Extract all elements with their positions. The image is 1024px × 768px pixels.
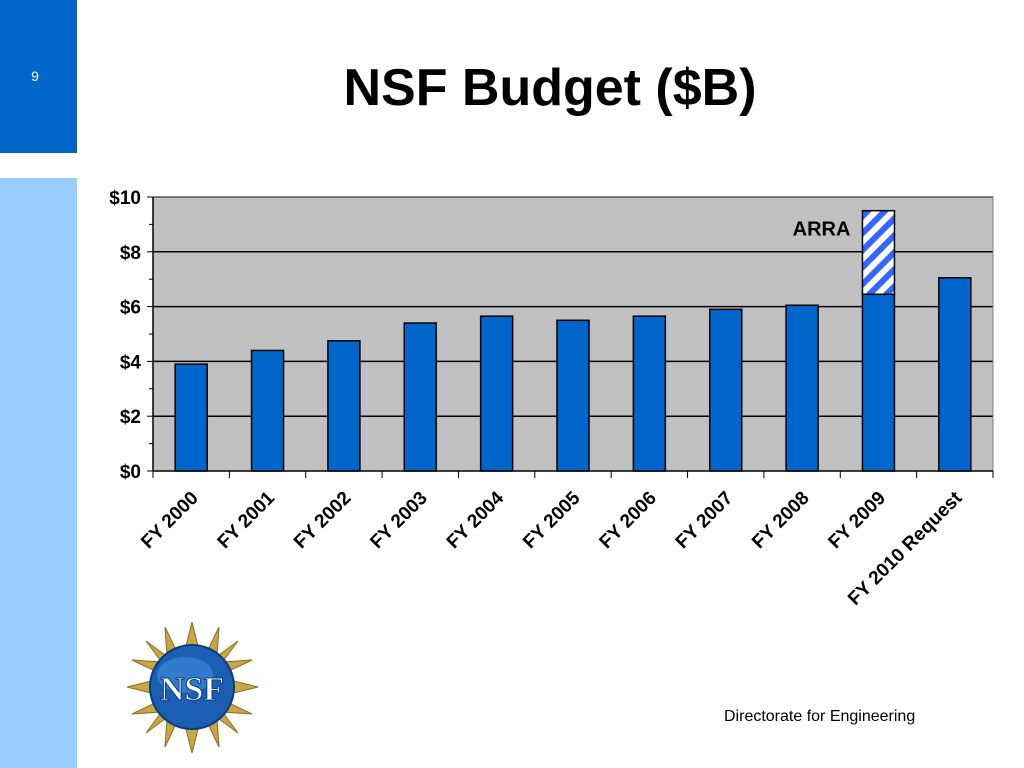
bar-arra-segment: [861, 209, 896, 296]
bar-fy-2007: [708, 308, 743, 472]
y-tick-label: $10: [109, 188, 141, 209]
x-tick-label: FY 2009: [825, 488, 890, 553]
bar-fy-2010-request: [938, 277, 972, 472]
slide-number-box: 9: [0, 0, 77, 153]
y-tick-label: $4: [120, 352, 142, 373]
x-tick-label: FY 2008: [748, 488, 813, 553]
slide-title: NSF Budget ($B): [343, 59, 757, 117]
side-accent-bar: [0, 178, 77, 768]
x-tick-label: FY 2002: [290, 488, 355, 553]
bar-fy-2009: [861, 293, 896, 472]
x-tick-label: FY 2007: [672, 488, 737, 553]
bar-fy-2005: [556, 319, 590, 472]
y-tick-label: $0: [120, 462, 141, 483]
x-tick-label: FY 2001: [214, 487, 280, 553]
bar-fy-2000: [174, 363, 208, 472]
x-tick-label: FY 2000: [137, 488, 202, 553]
nsf-logo: NSF: [126, 621, 259, 754]
x-tick-label: FY 2005: [519, 487, 585, 553]
nsf-logo-text: NSF: [160, 671, 224, 708]
bar-fy-2006: [632, 315, 667, 472]
footer-directorate: Directorate for Engineering: [724, 708, 916, 725]
bar-fy-2001: [250, 349, 285, 472]
bar-fy-2008: [785, 304, 819, 472]
arra-annotation: ARRA: [793, 218, 851, 240]
x-tick-label: FY 2006: [596, 488, 661, 553]
bar-fy-2004: [479, 315, 514, 472]
slide-number: 9: [31, 68, 39, 84]
bar-fy-2002: [327, 340, 361, 472]
x-tick-label: FY 2004: [443, 487, 509, 553]
y-tick-label: $2: [120, 407, 141, 428]
y-tick-label: $6: [120, 298, 141, 319]
y-tick-label: $8: [120, 243, 141, 264]
x-tick-label: FY 2003: [366, 488, 431, 553]
bar-fy-2003: [403, 322, 438, 472]
